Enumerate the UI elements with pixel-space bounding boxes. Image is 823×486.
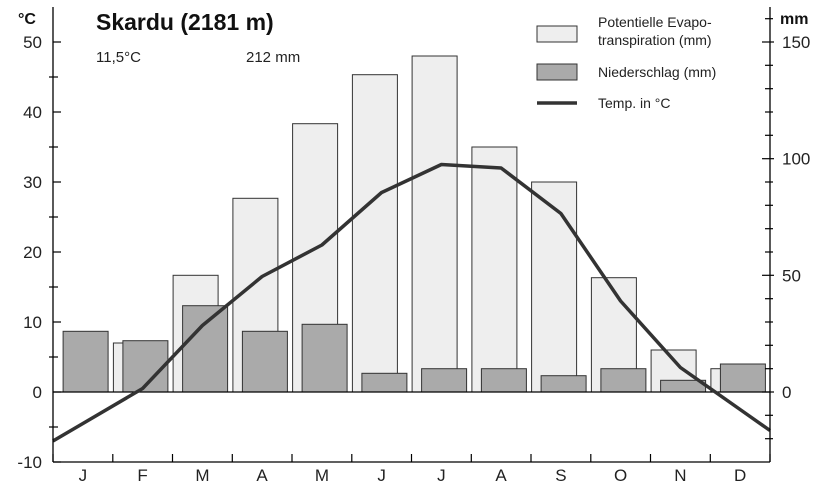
left-tick-label: -10: [17, 453, 42, 472]
left-tick-label: 30: [23, 173, 42, 192]
right-tick-label: 0: [782, 383, 791, 402]
evapotranspiration-bar-9: [531, 181, 578, 393]
evapotranspiration-bar-7: [411, 55, 458, 393]
legend-swatch-precipitation: [536, 63, 578, 81]
right-tick-label: 100: [782, 150, 810, 169]
precipitation-bar-6: [361, 372, 408, 393]
right-axis-ticks: 0 50 100 150: [762, 18, 810, 440]
legend-swatch-evapotranspiration: [536, 25, 578, 43]
month-label: J: [377, 466, 386, 485]
month-label: M: [195, 466, 209, 485]
precipitation-bar-4: [241, 330, 288, 393]
precipitation-bar-10: [600, 368, 647, 393]
right-tick-label: 50: [782, 266, 801, 285]
month-label: D: [734, 466, 746, 485]
legend-label-precipitation: Niederschlag (mm): [598, 64, 716, 80]
precipitation-bar-3: [182, 305, 229, 393]
left-tick-label: 10: [23, 313, 42, 332]
month-label: A: [256, 466, 268, 485]
left-tick-label: 0: [33, 383, 42, 402]
precipitation-bar-5: [301, 323, 348, 393]
month-label: N: [674, 466, 686, 485]
precipitation-bar-7: [421, 368, 468, 393]
legend: Potentielle Evapo- transpiration (mm) Ni…: [536, 14, 716, 111]
right-tick-label: 150: [782, 33, 810, 52]
precipitation-bar-12: [719, 363, 766, 393]
month-label: S: [555, 466, 566, 485]
chart-title: Skardu (2181 m): [96, 9, 274, 35]
annual-precip-label: 212 mm: [246, 49, 300, 66]
left-axis-ticks: -10 0 10 20 30 40 50: [17, 33, 61, 472]
left-tick-label: 50: [23, 33, 42, 52]
evapotranspiration-bar-6: [351, 74, 398, 393]
legend-label-evapotranspiration-2: transpiration (mm): [598, 32, 712, 48]
right-axis-label: mm: [780, 11, 808, 28]
precipitation-bar-8: [480, 368, 527, 393]
month-label: A: [495, 466, 507, 485]
legend-label-evapotranspiration-1: Potentielle Evapo-: [598, 14, 712, 30]
month-label: F: [137, 466, 147, 485]
precipitation-bars: [62, 305, 766, 393]
temperature-line: [52, 162, 772, 443]
month-label: J: [437, 466, 446, 485]
mean-temp-label: 11,5°C: [96, 49, 141, 66]
precipitation-bar-1: [62, 330, 109, 393]
month-label: J: [79, 466, 88, 485]
evapotranspiration-bar-8: [471, 146, 518, 393]
precipitation-bar-9: [540, 375, 587, 393]
month-label: O: [614, 466, 627, 485]
left-axis-label: °C: [18, 11, 36, 28]
legend-label-temperature: Temp. in °C: [598, 95, 671, 111]
month-label: M: [315, 466, 329, 485]
left-tick-label: 20: [23, 243, 42, 262]
left-tick-label: 40: [23, 103, 42, 122]
